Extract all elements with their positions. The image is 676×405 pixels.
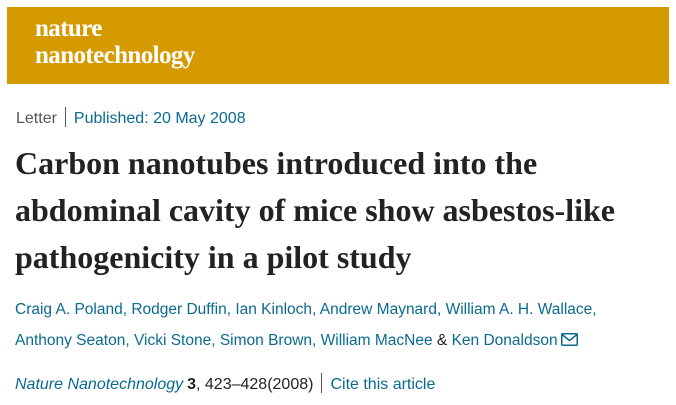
author-link[interactable]: Andrew Maynard: [319, 301, 437, 318]
author-link[interactable]: Simon Brown: [219, 332, 313, 349]
mail-icon[interactable]: [560, 326, 578, 357]
logo-line-2: nanotechnology: [35, 42, 195, 69]
citation-line: Nature Nanotechnology 3, 423–428(2008) Cit…: [15, 373, 435, 395]
logo-line-1: nature: [35, 15, 102, 42]
author-link[interactable]: Craig A. Poland: [15, 301, 123, 318]
volume-number: 3: [187, 376, 197, 393]
author-list: Craig A. Poland, Rodger Duffin, Ian Kinl…: [15, 294, 675, 357]
article-type: Letter: [16, 110, 57, 127]
author-link[interactable]: William A. H. Wallace: [445, 301, 593, 318]
corresponding-author-link[interactable]: Ken Donaldson: [452, 332, 578, 349]
author-link[interactable]: Ken Donaldson: [451, 332, 558, 349]
author-link[interactable]: Vicki Stone: [133, 332, 212, 349]
published-date: Published: 20 May 2008: [73, 110, 246, 127]
author-link[interactable]: Rodger Duffin: [131, 301, 227, 318]
author-link[interactable]: Anthony Seaton: [15, 332, 126, 349]
citation-divider: [321, 373, 323, 393]
author-link[interactable]: William MacNee: [320, 332, 433, 349]
author-link[interactable]: Ian Kinloch: [235, 301, 313, 318]
journal-logo[interactable]: nature nanotechnology: [35, 15, 669, 69]
article-title: Carbon nanotubes introduced into the abd…: [15, 145, 615, 275]
article-meta: Letter Published: 20 May 2008: [16, 107, 246, 129]
authors-ampersand: &: [436, 332, 448, 349]
meta-divider: [64, 107, 66, 127]
journal-banner[interactable]: nature nanotechnology: [7, 7, 669, 84]
pages-year: , 423–428(2008): [196, 376, 314, 393]
journal-name: Nature Nanotechnology: [15, 376, 184, 393]
cite-this-article-link[interactable]: Cite this article: [330, 376, 436, 393]
